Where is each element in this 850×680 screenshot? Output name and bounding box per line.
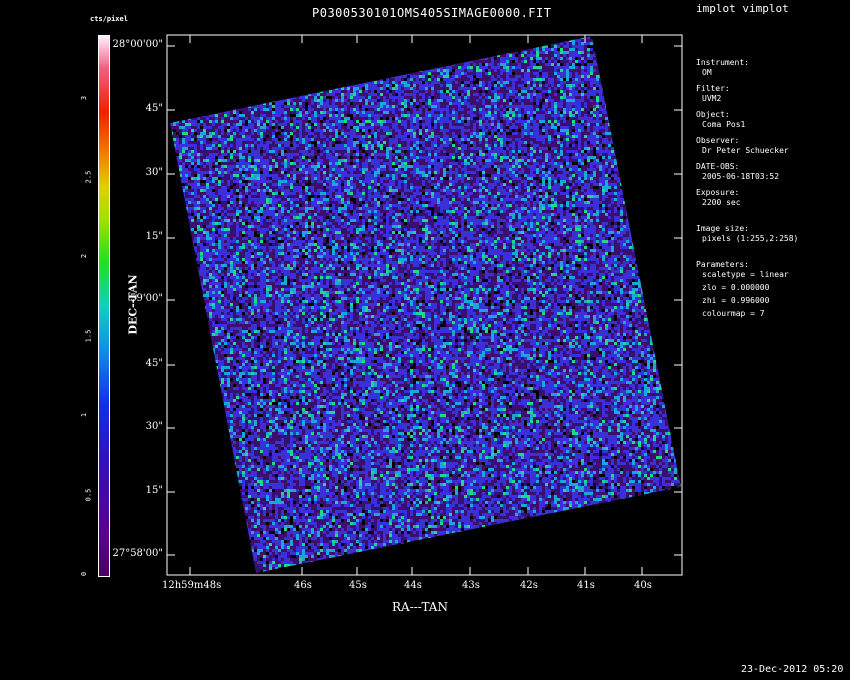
y-tick-label: 27°58'00": [112, 548, 163, 559]
param-zhi: zhi = 0.996000: [702, 296, 770, 305]
footer-timestamp: 23-Dec-2012 05:20: [741, 664, 844, 675]
y-tick-label: 30": [145, 167, 163, 178]
image-size-label: Image size:: [696, 224, 749, 233]
x-tick-label: 46s: [294, 580, 312, 591]
y-tick-label: 45": [145, 103, 163, 114]
y-tick-label: 30": [145, 421, 163, 432]
object-label: Object:: [696, 110, 730, 119]
image-title: P0300530101OMS405SIMAGE0000.FIT: [312, 6, 552, 20]
x-axis-label: RA---TAN: [392, 600, 448, 614]
observer-label: Observer:: [696, 136, 740, 145]
info-panel: Instrument: OM Filter: UVM2 Object: Coma…: [696, 58, 798, 319]
parameters-label: Parameters:: [696, 260, 749, 269]
param-scaletype: scaletype = linear: [702, 270, 789, 279]
exposure-value: 2200 sec: [702, 198, 741, 207]
x-tick-label: 12h59m48s: [162, 580, 222, 591]
y-tick-label: 15": [145, 485, 163, 496]
y-tick-label: 28°00'00": [112, 39, 163, 50]
x-tick-label: 44s: [404, 580, 422, 591]
param-zlo: zlo = 0.000000: [702, 283, 770, 292]
filter-label: Filter:: [696, 84, 730, 93]
y-tick-label: 45": [145, 358, 163, 369]
instrument-label: Instrument:: [696, 58, 749, 67]
x-tick-label: 41s: [577, 580, 595, 591]
colorbar: [98, 35, 110, 577]
axis-ticks: [167, 35, 682, 575]
y-axis-label: DEC--TAN: [126, 274, 140, 335]
colorbar-unit-label: cts/pixel: [90, 15, 128, 23]
filter-value: UVM2: [702, 94, 722, 103]
observer-value: Dr Peter Schuecker: [702, 146, 789, 155]
x-tick-label: 42s: [520, 580, 538, 591]
param-colourmap: colourmap = 7: [702, 309, 765, 318]
instrument-value: OM: [702, 68, 712, 77]
exposure-label: Exposure:: [696, 188, 740, 197]
y-tick-label: 59'00": [130, 293, 163, 304]
sky-image-pixels: [170, 36, 681, 573]
x-tick-label: 43s: [462, 580, 480, 591]
x-tick-label: 40s: [634, 580, 652, 591]
app-name: implot vimplot: [696, 2, 789, 15]
y-tick-label: 15": [145, 231, 163, 242]
date-obs-label: DATE-OBS:: [696, 162, 740, 171]
image-size-value: pixels (1:255,2:258): [702, 234, 799, 243]
object-value: Coma Pos1: [702, 120, 746, 129]
plot-frame: [166, 34, 683, 576]
x-tick-label: 45s: [349, 580, 367, 591]
date-obs-value: 2005-06-18T03:52: [702, 172, 780, 181]
